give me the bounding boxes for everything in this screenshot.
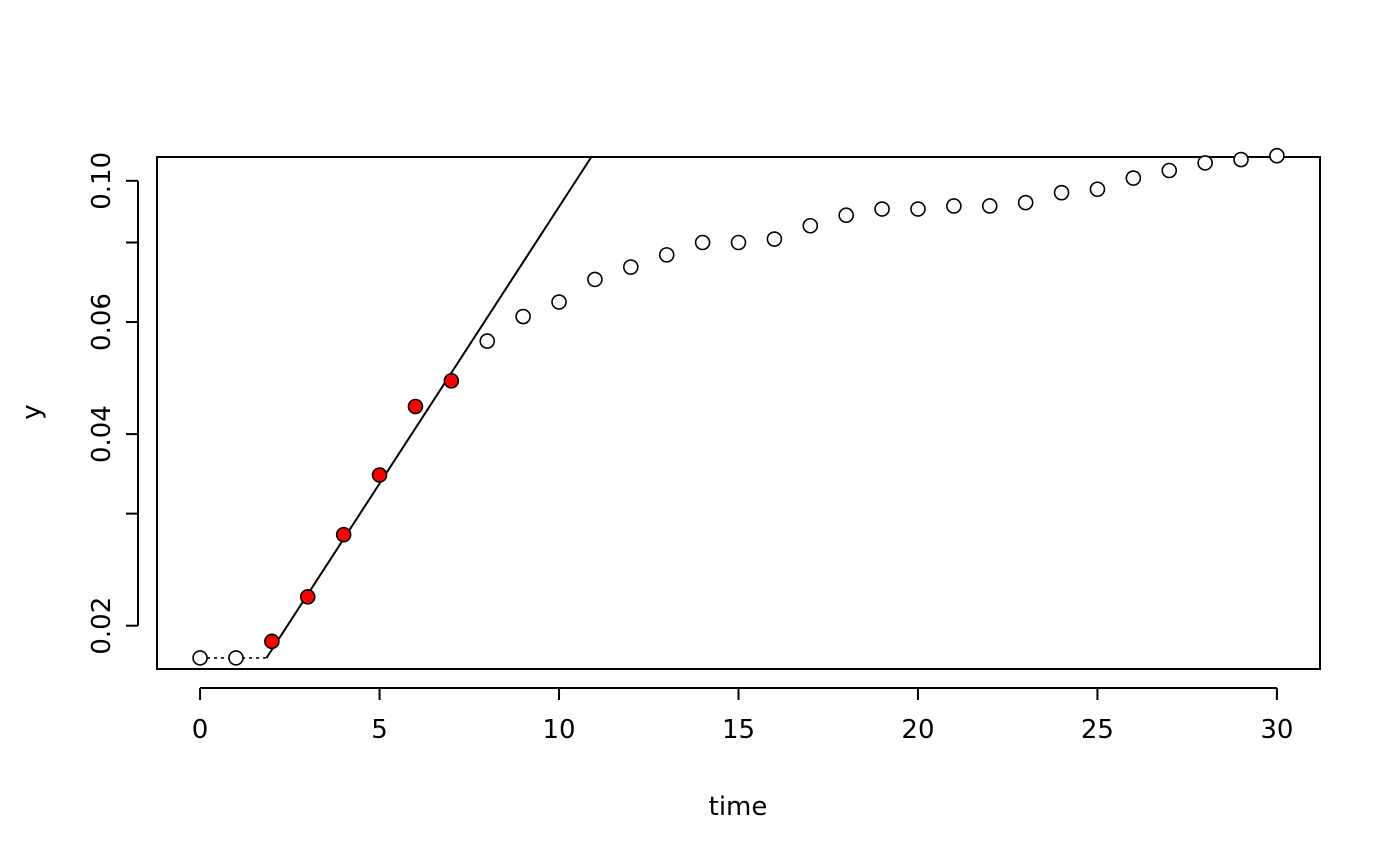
x-tick-label: 25 bbox=[1081, 715, 1114, 745]
data-point bbox=[766, 231, 783, 247]
data-point bbox=[910, 201, 926, 217]
highlighted-point bbox=[407, 398, 424, 415]
data-point bbox=[228, 650, 244, 666]
highlighted-point bbox=[335, 526, 352, 543]
data-point bbox=[1089, 181, 1106, 198]
x-tick-label: 5 bbox=[371, 715, 388, 745]
data-point bbox=[1125, 170, 1142, 186]
y-axis: 0.02 0.04 0.06 0.10 bbox=[87, 152, 139, 655]
data-point bbox=[694, 234, 711, 251]
y-tick-label: 0.02 bbox=[87, 597, 117, 655]
y-axis-label: y bbox=[17, 404, 47, 419]
data-points bbox=[192, 147, 1285, 666]
x-tick-label: 20 bbox=[901, 715, 934, 745]
plot-frame bbox=[156, 156, 1321, 670]
data-point bbox=[730, 234, 747, 251]
highlighted-point bbox=[299, 589, 316, 605]
data-point bbox=[1017, 194, 1034, 211]
data-point bbox=[623, 259, 639, 275]
x-axis-label: time bbox=[709, 792, 768, 822]
data-point bbox=[587, 271, 603, 288]
highlighted-point bbox=[371, 467, 388, 483]
highlighted-point bbox=[443, 373, 460, 389]
y-tick-label: 0.10 bbox=[87, 152, 117, 210]
data-point bbox=[874, 201, 890, 217]
data-point bbox=[551, 294, 567, 310]
data-point bbox=[1233, 151, 1249, 168]
data-point bbox=[838, 207, 854, 224]
y-tick-label: 0.04 bbox=[87, 405, 117, 463]
data-point bbox=[515, 308, 531, 325]
fit-line bbox=[265, 156, 593, 659]
data-point bbox=[802, 217, 819, 234]
data-point bbox=[946, 198, 962, 214]
x-tick-label: 0 bbox=[192, 715, 209, 745]
data-point bbox=[981, 198, 998, 214]
data-point bbox=[479, 333, 496, 349]
highlighted-point bbox=[264, 633, 280, 650]
data-point bbox=[1053, 184, 1070, 201]
x-axis: 0 5 10 15 20 25 30 bbox=[192, 687, 1293, 745]
x-tick-label: 15 bbox=[722, 715, 755, 745]
data-point bbox=[658, 247, 675, 263]
fit-lines bbox=[200, 156, 593, 659]
y-tick-label: 0.06 bbox=[87, 293, 117, 351]
data-point bbox=[192, 650, 208, 666]
data-point bbox=[1197, 155, 1213, 171]
x-tick-label: 10 bbox=[542, 715, 575, 745]
x-tick-label: 30 bbox=[1260, 715, 1293, 745]
data-point bbox=[1161, 162, 1178, 179]
data-point bbox=[1269, 147, 1285, 164]
